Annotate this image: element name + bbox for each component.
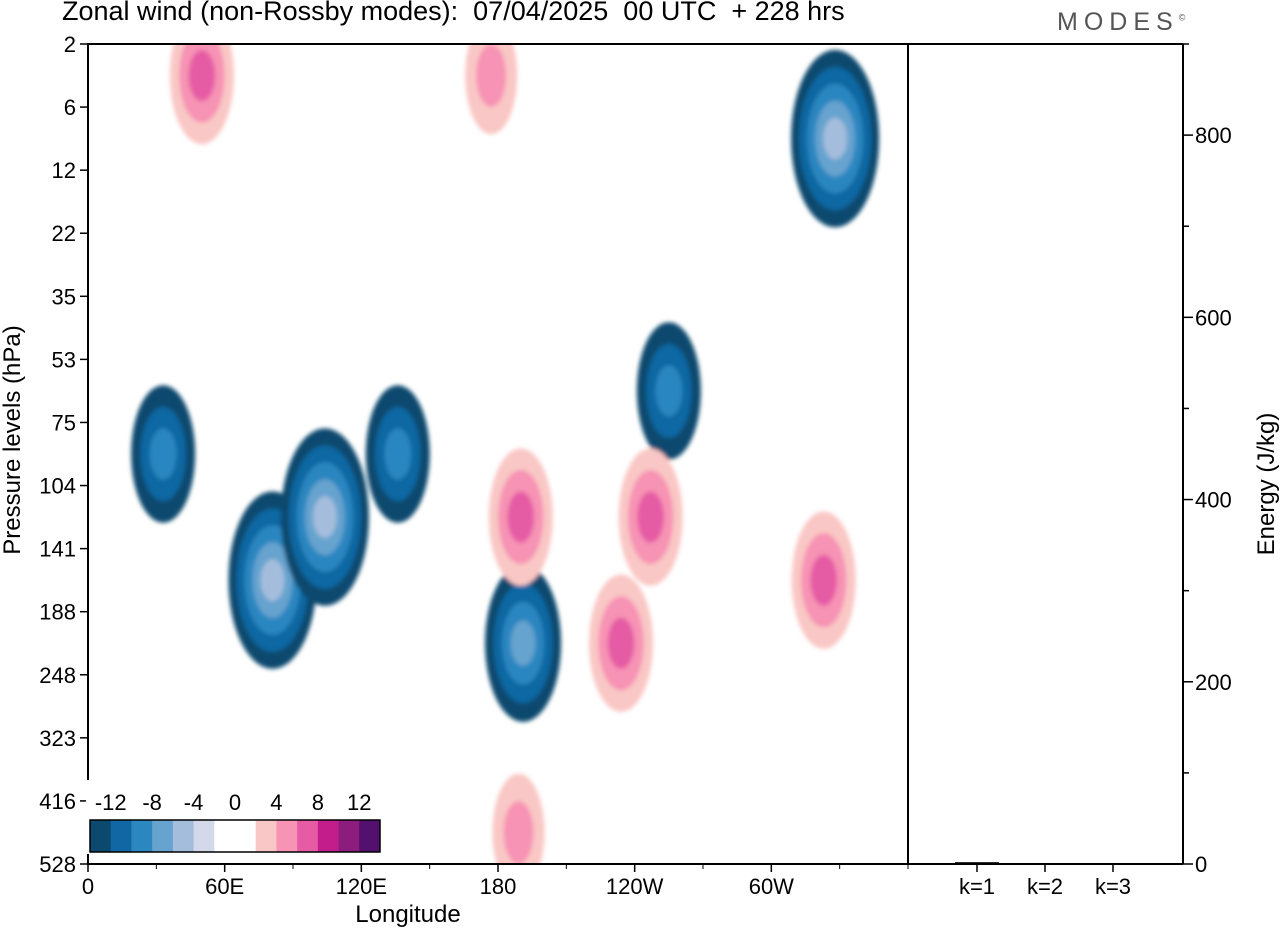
plot-frame — [87, 43, 909, 865]
anomaly-contour — [510, 620, 536, 666]
y-tick-label: 323 — [39, 726, 76, 751]
x-tick-label: 0 — [82, 874, 94, 899]
anomaly-contour — [637, 491, 664, 543]
energy-bar — [1091, 863, 1135, 865]
colorbar-label: 12 — [347, 790, 371, 815]
y-axis-label: Pressure levels (hPa) — [0, 325, 26, 554]
x-axis-label: Longitude — [355, 901, 460, 928]
x-tick-label: 120E — [336, 874, 387, 899]
colorbar-label: 0 — [229, 790, 241, 815]
y-tick-label: 75 — [52, 410, 76, 435]
anomaly-contour — [655, 365, 683, 417]
energy-category-label: k=3 — [1095, 874, 1131, 899]
colorbar-swatch — [317, 820, 340, 852]
anomaly-contour — [810, 554, 838, 606]
anomaly-contour — [384, 428, 412, 480]
colorbar-swatch — [193, 820, 215, 852]
y-tick-label: 22 — [52, 221, 76, 246]
energy-bar — [1023, 863, 1067, 865]
colorbar: -12 -8 -4 0 4 8 12 — [86, 780, 384, 854]
anomaly-contour — [312, 496, 337, 539]
y-tick-label: 2 — [64, 32, 76, 57]
x-tick-label: 120W — [606, 874, 664, 899]
colorbar-swatch — [338, 820, 360, 852]
y-tick-label: 6 — [64, 95, 76, 120]
anomaly-contour — [260, 559, 285, 602]
y-tick-label: 528 — [39, 852, 76, 877]
colorbar-swatch — [235, 820, 257, 852]
y-tick-label: 53 — [52, 347, 76, 372]
x-tick-label: 60E — [205, 874, 244, 899]
colorbar-swatch — [297, 820, 319, 852]
colorbar-frame — [89, 819, 381, 853]
anomaly-contour — [607, 617, 635, 669]
colorbar-swatch — [359, 820, 381, 852]
energy-tick-label: 600 — [1195, 305, 1232, 330]
x-tick-label: 60W — [749, 874, 794, 899]
modes-logo: MODES© — [1057, 8, 1185, 37]
anomaly-contour — [503, 801, 534, 864]
y-tick-label: 416 — [39, 789, 76, 814]
colorbar-label: 4 — [270, 790, 282, 815]
energy-category-label: k=1 — [959, 874, 995, 899]
energy-axis-label: Energy (J/kg) — [1253, 413, 1280, 556]
colorbar-label: -4 — [184, 790, 204, 815]
y-tick-label: 12 — [52, 158, 76, 183]
colorbar-swatch — [110, 820, 132, 852]
energy-category-label: k=2 — [1027, 874, 1063, 899]
energy-bar — [955, 862, 999, 864]
logo-text: MODES — [1057, 8, 1179, 36]
colorbar-swatch — [172, 820, 195, 852]
logo-mark: © — [1178, 12, 1186, 23]
colorbar-swatch — [255, 820, 277, 852]
anomaly-contour — [823, 117, 848, 160]
energy-tick-label: 800 — [1195, 123, 1232, 148]
energy-tick-label: 400 — [1195, 488, 1232, 513]
colorbar-label: -12 — [95, 790, 127, 815]
energy-bar-chart: 0 200 400 600 800 Energy (J/kg) k=1 k=2 k=3 — [907, 43, 1280, 899]
colorbar-label: -8 — [142, 790, 162, 815]
y-tick-label: 35 — [52, 284, 76, 309]
anomaly-contour — [188, 49, 216, 102]
y-tick-label: 188 — [39, 600, 76, 625]
colorbar-swatch — [131, 820, 153, 852]
x-tick-label: 180 — [480, 874, 517, 899]
colorbar-label: 8 — [312, 790, 324, 815]
chart-title: Zonal wind (non-Rossby modes): 07/04/202… — [62, 0, 845, 26]
colorbar-swatch — [152, 820, 174, 852]
colorbar-swatch — [214, 820, 236, 852]
anomaly-contour — [507, 491, 535, 543]
y-tick-label: 141 — [39, 537, 76, 562]
colorbar-swatch — [276, 820, 298, 852]
colorbar-swatch — [90, 820, 112, 852]
energy-tick-label: 200 — [1195, 670, 1232, 695]
y-tick-label: 104 — [39, 474, 76, 499]
y-tick-label: 248 — [39, 663, 76, 688]
anomaly-contour — [476, 44, 507, 107]
heatmap-field — [131, 44, 880, 864]
anomaly-contour — [149, 428, 177, 480]
energy-tick-label: 0 — [1195, 852, 1207, 877]
